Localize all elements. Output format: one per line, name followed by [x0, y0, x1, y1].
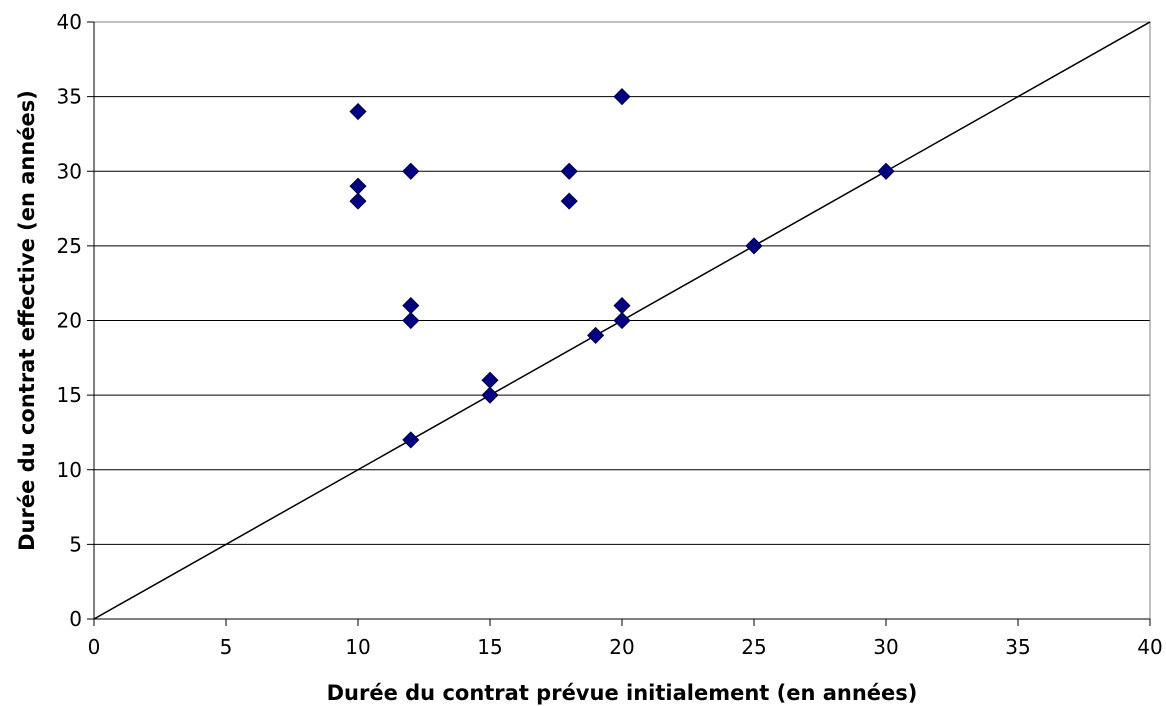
x-tick-label-30: 30 — [873, 635, 898, 659]
y-tick-label-20: 20 — [57, 309, 82, 333]
x-tick-label-40: 40 — [1137, 635, 1162, 659]
y-tick-label-35: 35 — [57, 85, 82, 109]
x-axis-title: Durée du contrat prévue initialement (en… — [327, 681, 918, 705]
x-tick-label-10: 10 — [345, 635, 370, 659]
data-point-12-12 — [402, 431, 420, 449]
gridlines — [94, 21, 1150, 545]
y-axis-title: Durée du contrat effective (en années) — [15, 90, 39, 551]
data-point-20-21 — [613, 297, 631, 315]
data-point-10-28 — [349, 192, 367, 210]
data-point-18-28 — [560, 192, 578, 210]
data-point-12-30 — [402, 162, 420, 180]
data-points — [349, 88, 895, 449]
data-point-18-30 — [560, 162, 578, 180]
x-tick-label-0: 0 — [88, 635, 101, 659]
data-point-12-21 — [402, 297, 420, 315]
y-tick-label-40: 40 — [57, 10, 82, 34]
data-point-15-15 — [481, 386, 499, 404]
x-tick-label-5: 5 — [220, 635, 233, 659]
data-point-10-29 — [349, 177, 367, 195]
y-tick-label-5: 5 — [69, 532, 82, 556]
data-point-15-16 — [481, 371, 499, 389]
y-tick-label-25: 25 — [57, 234, 82, 258]
x-tick-label-25: 25 — [741, 635, 766, 659]
y-tick-label-10: 10 — [57, 458, 82, 482]
data-point-19-19 — [587, 326, 605, 344]
data-point-25-25 — [745, 237, 763, 255]
data-point-20-20 — [613, 311, 631, 330]
y-tick-labels: 0 5 10 15 20 25 30 35 40 — [57, 10, 82, 631]
data-point-20-35 — [613, 88, 631, 106]
y-tick-label-0: 0 — [69, 607, 82, 631]
data-point-12-20 — [402, 311, 420, 330]
data-point-10-34 — [349, 102, 367, 121]
x-tick-labels: 0 5 10 15 20 25 30 35 40 — [88, 635, 1163, 659]
axes — [87, 21, 1151, 626]
x-tick-label-35: 35 — [1005, 635, 1030, 659]
x-tick-label-15: 15 — [477, 635, 502, 659]
y-tick-label-15: 15 — [57, 383, 82, 407]
y-tick-label-30: 30 — [57, 159, 82, 183]
x-tick-label-20: 20 — [609, 635, 634, 659]
data-point-30-30 — [877, 162, 895, 180]
